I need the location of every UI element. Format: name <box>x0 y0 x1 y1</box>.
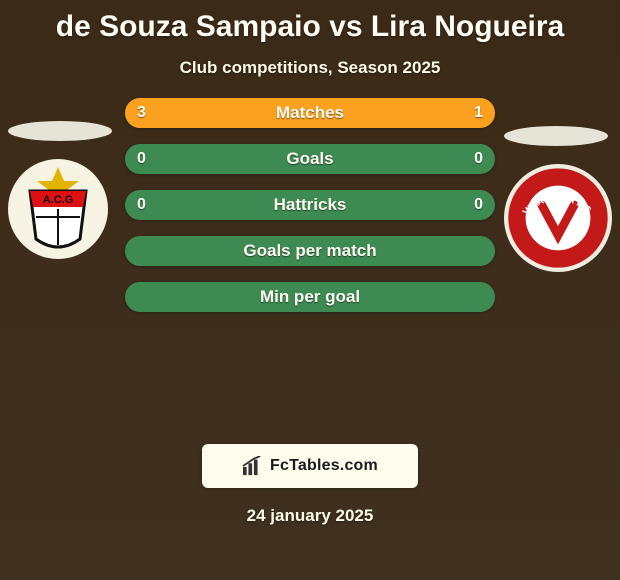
left-team-crest: A.C.G <box>8 159 108 264</box>
metric-bar: Matches3 1 <box>125 98 495 128</box>
bar-value-right: 1 <box>474 98 483 128</box>
bar-label: Hattricks <box>125 190 495 220</box>
crest-left-icon: A.C.G <box>8 159 108 259</box>
bar-label: Matches <box>125 98 495 128</box>
metric-bars: Matches31Goals00Hattricks00Goals per mat… <box>125 98 495 328</box>
right-team-crest: VILA NOVA F.C. <box>504 164 612 277</box>
crest-left-text: A.C.G <box>43 194 74 206</box>
metric-bar: Goals per match <box>125 236 495 266</box>
brand-badge: FcTables.com <box>202 444 418 488</box>
crest-shadow <box>504 126 608 146</box>
crest-shadow <box>8 121 112 141</box>
bar-value-right: 0 <box>474 190 483 220</box>
brand-icon <box>242 456 264 476</box>
bar-label: Goals <box>125 144 495 174</box>
crest-right-icon: VILA NOVA F.C. <box>504 164 612 272</box>
subtitle: Club competitions, Season 2025 <box>0 58 620 78</box>
bar-value-left: 0 <box>137 144 146 174</box>
metric-bar: Hattricks0 0 <box>125 190 495 220</box>
date-label: 24 january 2025 <box>0 506 620 526</box>
metric-bar: Goals0 0 <box>125 144 495 174</box>
bar-value-left: 0 <box>137 190 146 220</box>
page-title: de Souza Sampaio vs Lira Nogueira <box>0 0 620 44</box>
bar-value-right: 0 <box>474 144 483 174</box>
metric-bar: Min per goal <box>125 282 495 312</box>
bar-label: Min per goal <box>125 282 495 312</box>
content: de Souza Sampaio vs Lira Nogueira Club c… <box>0 0 620 580</box>
comparison-stage: A.C.G VILA NOVA F.C. Matches31Goals00H <box>0 104 620 444</box>
bar-label: Goals per match <box>125 236 495 266</box>
bar-value-left: 3 <box>137 98 146 128</box>
brand-text: FcTables.com <box>270 457 378 475</box>
